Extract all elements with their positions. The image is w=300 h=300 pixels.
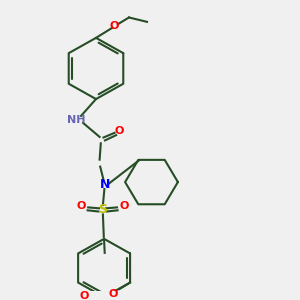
Text: O: O xyxy=(79,291,89,300)
Text: O: O xyxy=(109,289,118,298)
Text: O: O xyxy=(115,125,124,136)
Text: O: O xyxy=(76,201,86,211)
Text: S: S xyxy=(98,203,107,216)
Text: O: O xyxy=(119,201,129,211)
Text: NH: NH xyxy=(67,115,86,125)
Text: N: N xyxy=(100,178,110,191)
Text: O: O xyxy=(109,21,119,31)
